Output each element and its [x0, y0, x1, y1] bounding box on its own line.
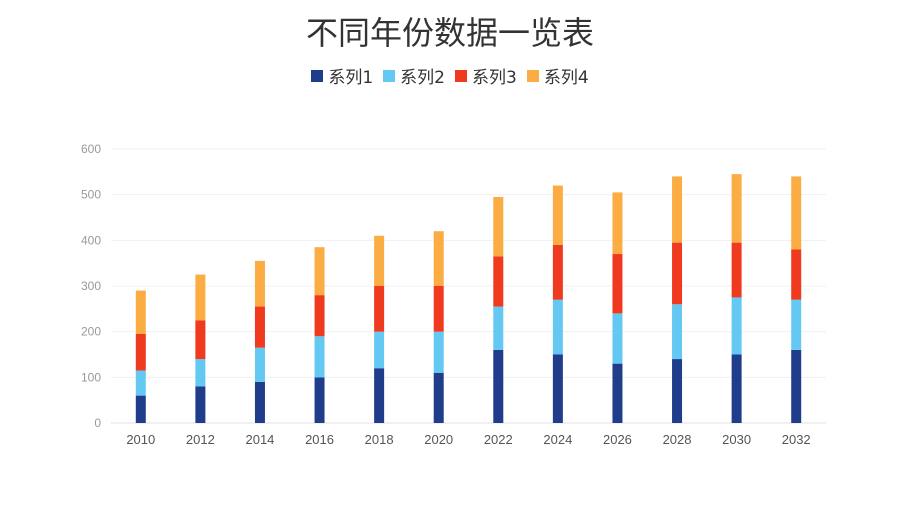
y-tick-label: 600 [81, 142, 101, 156]
x-tick-label: 2012 [186, 432, 215, 447]
bar-segment [135, 395, 146, 423]
legend-item: 系列1 [311, 63, 373, 88]
bar-segment [195, 386, 206, 423]
bar-segment [612, 363, 623, 423]
bar-segment [493, 256, 504, 307]
bar-segment [731, 242, 742, 298]
y-tick-label: 500 [81, 188, 101, 202]
legend-swatch [526, 69, 539, 82]
bar-segment [195, 359, 206, 387]
legend-item: 系列3 [455, 63, 517, 88]
bar-segment [254, 306, 265, 348]
x-tick-label: 2016 [305, 432, 334, 447]
x-tick-label: 2032 [782, 432, 811, 447]
bar-segment [791, 176, 802, 250]
bar-segment [552, 185, 563, 245]
bar-segment [672, 242, 683, 305]
bar-segment [552, 354, 563, 423]
legend-label: 系列2 [400, 68, 445, 88]
bar-segment [433, 331, 444, 373]
bar-segment [612, 254, 623, 314]
bar-segment [552, 244, 563, 300]
bar-segment [254, 260, 265, 307]
bar-segment [612, 192, 623, 255]
bar-segment [135, 290, 146, 334]
bar-segment [195, 320, 206, 360]
bar-segment [493, 306, 504, 350]
x-tick-label: 2020 [424, 432, 453, 447]
bar-segment [433, 231, 444, 286]
bar-segment [433, 286, 444, 332]
bar-segment [672, 359, 683, 423]
chart-title: 不同年份数据一览表 [305, 14, 594, 52]
bar-segment [433, 372, 444, 423]
x-tick-label: 2024 [543, 432, 572, 447]
x-tick-label: 2030 [722, 432, 751, 447]
y-tick-label: 300 [81, 279, 101, 293]
bar-segment [374, 331, 385, 369]
x-tick-label: 2018 [365, 432, 394, 447]
x-tick-label: 2026 [603, 432, 632, 447]
bar-segment [314, 295, 325, 337]
bar-segment [493, 349, 504, 423]
bar-segment [672, 304, 683, 360]
legend: 系列1 系列2 系列3 系列4 [0, 63, 900, 88]
bar-segment [791, 249, 802, 300]
bar-segment [135, 370, 146, 396]
bar-segment [374, 286, 385, 332]
bar-segment [731, 354, 742, 423]
bar-segment [731, 297, 742, 355]
bar-segment [135, 333, 146, 371]
bar-segment [791, 299, 802, 350]
bar-segment [254, 381, 265, 423]
y-tick-label: 0 [94, 416, 101, 430]
bar-segment [731, 174, 742, 243]
x-tick-label: 2022 [484, 432, 513, 447]
bar-segment [552, 299, 563, 355]
legend-label: 系列1 [328, 68, 374, 88]
bar-segment [195, 274, 206, 321]
legend-item: 系列4 [526, 63, 589, 88]
legend-swatch [455, 69, 467, 82]
bar-segment [672, 176, 683, 243]
legend-swatch [311, 69, 324, 82]
x-tick-label: 2028 [663, 432, 692, 447]
bar-segment [791, 349, 802, 423]
bar-segment [314, 247, 325, 296]
bar-segment [612, 313, 623, 364]
y-tick-label: 100 [81, 370, 101, 384]
x-tick-label: 2010 [126, 432, 155, 447]
bar-segment [254, 347, 265, 382]
legend-item: 系列2 [383, 63, 445, 88]
bar-segment [314, 336, 325, 378]
y-tick-label: 200 [81, 325, 101, 339]
legend-label: 系列3 [472, 68, 517, 88]
bar-segment [493, 196, 504, 257]
bar-segment [374, 235, 385, 286]
legend-swatch [383, 69, 396, 82]
bar-segment [374, 368, 385, 423]
legend-label: 系列4 [543, 68, 589, 88]
y-tick-label: 400 [81, 233, 101, 247]
bar-segment [314, 377, 325, 423]
x-tick-label: 2014 [245, 432, 274, 447]
